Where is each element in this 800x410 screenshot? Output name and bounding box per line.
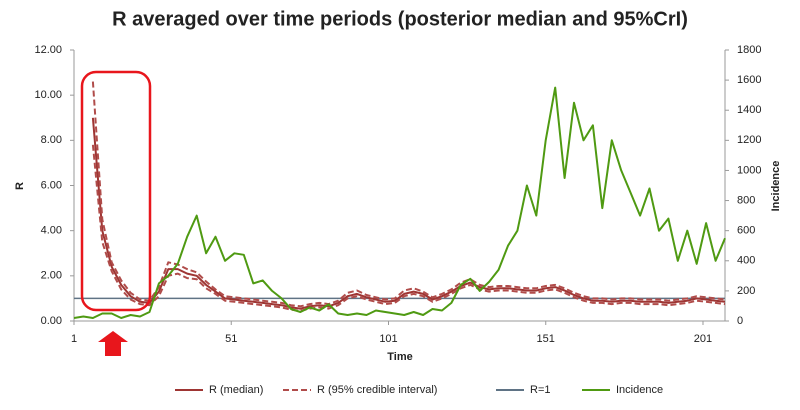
ci-line xyxy=(91,81,726,308)
legend-label: R=1 xyxy=(530,384,551,396)
x-tick-label: 1 xyxy=(71,333,77,345)
y-axis-title: R xyxy=(14,182,26,190)
plot-area: 0.00 2.00 4.00 6.00 8.00 10.00 12.00 0 200 400 600… xyxy=(34,44,761,345)
legend-label: R (median) xyxy=(209,384,263,396)
y2-tick-label: 200 xyxy=(737,285,755,297)
y2-tick-label: 600 xyxy=(737,225,755,237)
x-tick-label: 201 xyxy=(694,333,712,345)
legend-label: R (95% credible interval) xyxy=(317,384,437,396)
y-tick-label: 6.00 xyxy=(41,179,62,191)
x-tick-label: 101 xyxy=(379,333,397,345)
y-tick-label: 12.00 xyxy=(34,44,62,56)
y2-tick-label: 1200 xyxy=(737,134,761,146)
ci-line xyxy=(91,144,726,312)
y2-tick-label: 1600 xyxy=(737,74,761,86)
x-axis-title: Time xyxy=(387,351,412,363)
y2-axis-title: Incidence xyxy=(770,161,782,212)
x-tick-label: 151 xyxy=(537,333,555,345)
y2-tick-label: 1000 xyxy=(737,164,761,176)
chart-title: R averaged over time periods (posterior … xyxy=(112,8,688,30)
y2-tick-label: 1800 xyxy=(737,44,761,56)
y-tick-label: 10.00 xyxy=(34,89,62,101)
y2-tick-label: 1400 xyxy=(737,104,761,116)
y-tick-label: 2.00 xyxy=(41,270,62,282)
y-tick-label: 4.00 xyxy=(41,225,62,237)
y2-tick-label: 800 xyxy=(737,194,755,206)
x-tick-label: 51 xyxy=(225,333,237,345)
y-tick-label: 8.00 xyxy=(41,134,62,146)
y2-tick-label: 0 xyxy=(737,315,743,327)
series-line xyxy=(73,86,726,319)
legend-label: Incidence xyxy=(616,384,663,396)
series-line xyxy=(91,117,726,310)
y-tick-label: 0.00 xyxy=(41,315,62,327)
y2-tick-label: 400 xyxy=(737,255,755,267)
highlight-arrow xyxy=(98,331,128,356)
highlight-box xyxy=(80,70,152,312)
